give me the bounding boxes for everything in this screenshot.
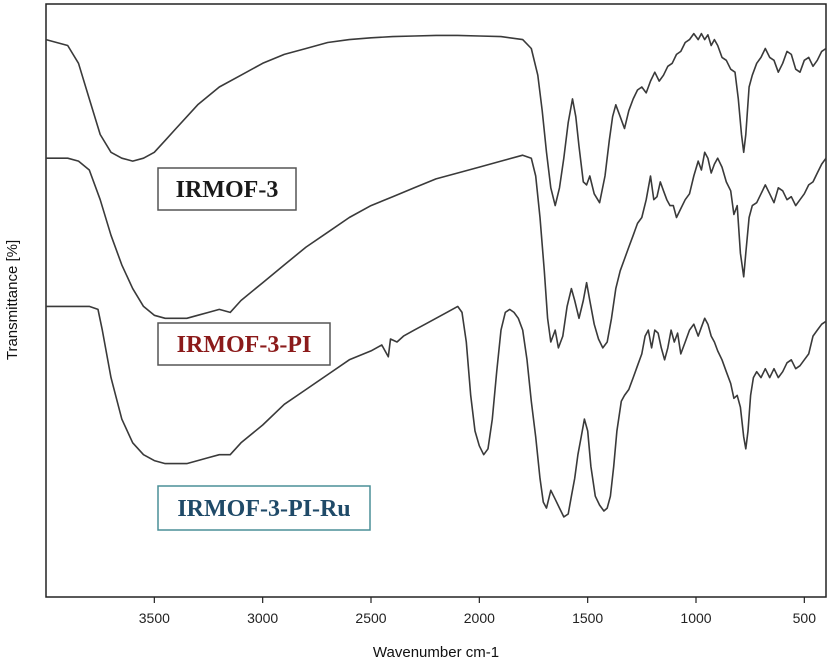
series-label-box [157,167,297,211]
series-label-text: IRMOF-3 [176,177,279,203]
x-axis-title: Wavenumber cm-1 [373,644,499,661]
series-label-box [157,485,371,531]
x-tick-label: 2000 [464,610,495,626]
x-tick-label: 3000 [247,610,278,626]
legend-layer: IRMOF-3 IRMOF-3-PI IRMOF-3-PI-Ru [157,167,371,531]
series-label-1: IRMOF-3 [157,167,297,211]
series-label-3: IRMOF-3-PI-Ru [157,485,371,531]
series-label-text: IRMOF-3-PI [177,332,312,358]
series-label-box [157,322,331,366]
x-axis-ticks: 3500 3000 2500 2000 1500 1000 500 [139,597,816,626]
x-tick-label: 1000 [680,610,711,626]
plot-frame [45,3,827,598]
x-tick-label: 1500 [572,610,603,626]
series-layer [45,32,827,518]
series-label-2: IRMOF-3-PI [157,322,331,366]
y-axis-title: Transmittance [%] [4,240,21,360]
series-line-3 [46,305,827,518]
x-tick-label: 500 [793,610,817,626]
series-line-1 [45,32,827,207]
series-label-text: IRMOF-3-PI-Ru [177,496,350,522]
series-line-2 [46,151,827,349]
x-tick-label: 2500 [355,610,386,626]
x-tick-label: 3500 [139,610,170,626]
